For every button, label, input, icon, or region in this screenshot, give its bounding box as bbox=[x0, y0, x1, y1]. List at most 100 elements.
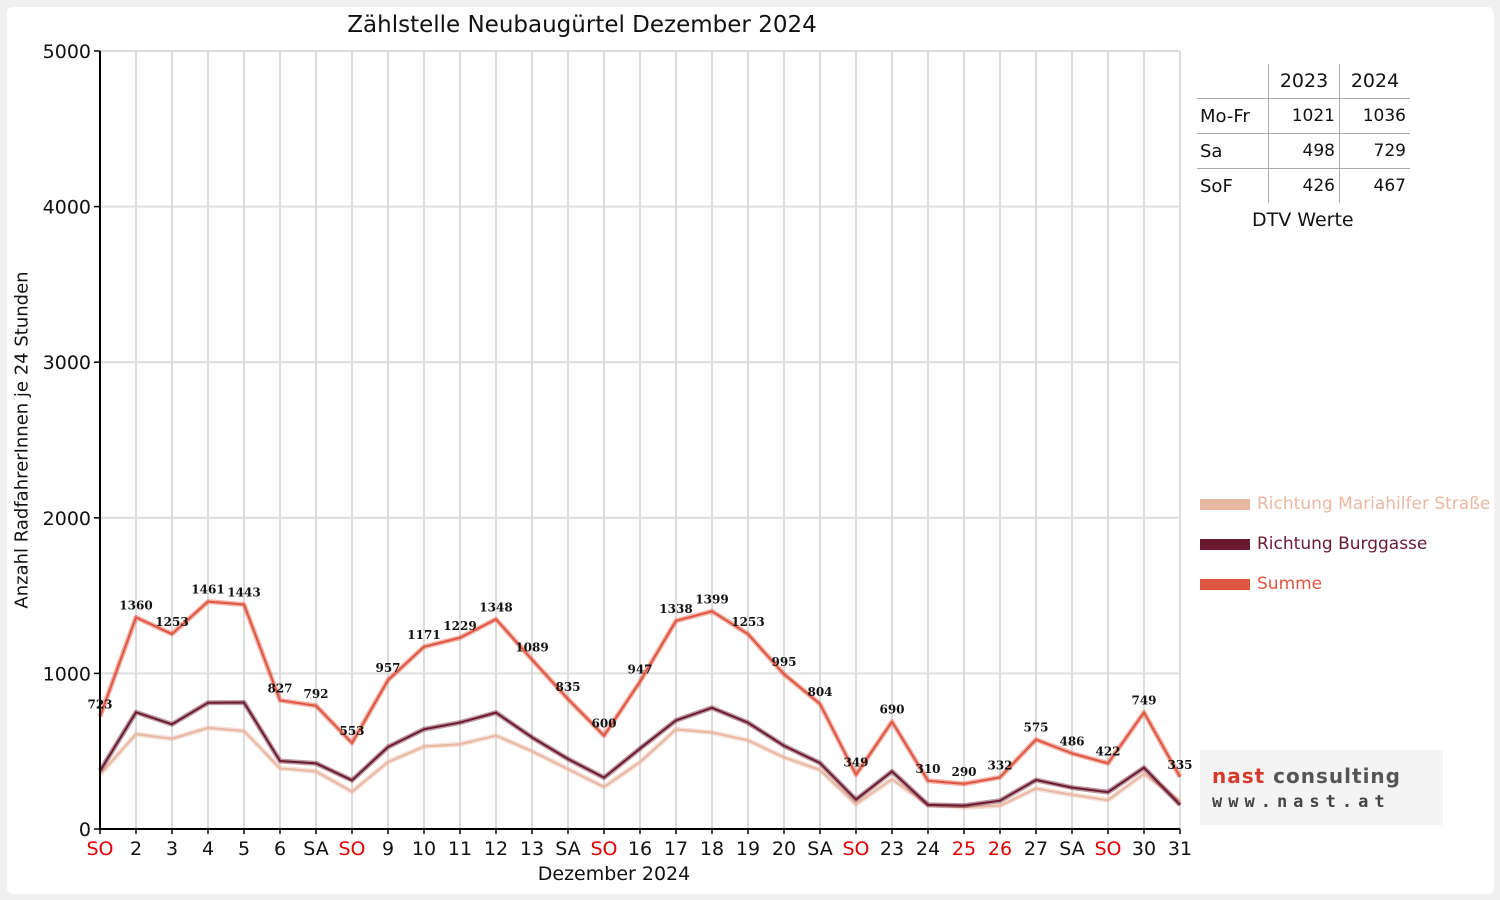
dtv-value-2024: 729 bbox=[1339, 133, 1410, 169]
legend-item-mariahilfer: Richtung Mariahilfer Straße bbox=[1200, 494, 1490, 514]
legend-swatch bbox=[1200, 538, 1250, 550]
grid bbox=[100, 50, 1181, 829]
logo-brand2: consulting bbox=[1273, 764, 1401, 788]
legend-label: Richtung Mariahilfer Straße bbox=[1257, 494, 1491, 514]
x-tick-label: SO bbox=[86, 838, 113, 860]
data-label: 553 bbox=[339, 724, 364, 738]
data-label: 690 bbox=[879, 703, 904, 717]
series-line bbox=[99, 701, 1181, 807]
x-tick-label: 19 bbox=[736, 838, 760, 860]
x-tick-label: 5 bbox=[238, 838, 250, 860]
data-label: 792 bbox=[303, 687, 328, 701]
x-tick-label: 26 bbox=[988, 838, 1012, 860]
data-label: 749 bbox=[1131, 693, 1156, 707]
x-tick-label: 25 bbox=[952, 838, 976, 860]
data-label: 947 bbox=[627, 663, 652, 677]
y-tick-label: 1000 bbox=[43, 663, 91, 685]
data-label: 422 bbox=[1095, 744, 1120, 758]
dtv-row-label: Mo-Fr bbox=[1197, 98, 1269, 134]
data-label: 486 bbox=[1059, 734, 1084, 748]
dtv-value-2024: 1036 bbox=[1339, 98, 1410, 134]
x-tick-label: SO bbox=[338, 838, 365, 860]
dtv-value-2023: 1021 bbox=[1268, 98, 1340, 134]
data-label: 1360 bbox=[119, 598, 152, 612]
x-tick-label: 23 bbox=[880, 838, 904, 860]
data-label: 1443 bbox=[227, 585, 260, 599]
data-label: 957 bbox=[375, 661, 400, 675]
x-tick-label: SA bbox=[807, 838, 832, 860]
data-label: 600 bbox=[591, 717, 616, 731]
x-tick-label: SA bbox=[1059, 838, 1084, 860]
legend-label: Richtung Burggasse bbox=[1257, 534, 1428, 554]
x-tick-label: 24 bbox=[916, 838, 940, 860]
data-label: 1461 bbox=[191, 583, 224, 597]
dtv-header-row: 2023 2024 bbox=[1197, 64, 1410, 99]
series-lines bbox=[97, 599, 1183, 810]
dtv-row-label: Sa bbox=[1197, 133, 1269, 169]
x-tick-label: 20 bbox=[772, 838, 796, 860]
data-label: 827 bbox=[267, 681, 292, 695]
data-label: 290 bbox=[951, 765, 976, 779]
data-label: 335 bbox=[1167, 758, 1192, 772]
dtv-caption: DTV Werte bbox=[1252, 209, 1354, 231]
data-label: 332 bbox=[987, 758, 1012, 772]
logo-url: www.nast.at bbox=[1212, 792, 1391, 812]
dtv-header-2023: 2023 bbox=[1268, 64, 1340, 99]
data-label: 575 bbox=[1023, 721, 1048, 735]
x-tick-label: SA bbox=[555, 838, 580, 860]
data-label: 1338 bbox=[659, 602, 692, 616]
x-axis-label: Dezember 2024 bbox=[537, 863, 691, 885]
x-tick-label: 27 bbox=[1024, 838, 1048, 860]
dtv-header-2024: 2024 bbox=[1339, 64, 1410, 99]
legend-swatch bbox=[1200, 578, 1250, 590]
x-tick-label: 4 bbox=[202, 838, 214, 860]
x-tick-label: 12 bbox=[484, 838, 508, 860]
data-label: 1399 bbox=[695, 592, 728, 606]
x-tick-label: SO bbox=[590, 838, 617, 860]
data-label: 1253 bbox=[155, 615, 188, 629]
data-label: 995 bbox=[771, 655, 796, 669]
x-tick-label: SO bbox=[1094, 838, 1121, 860]
logo-brand: nast bbox=[1212, 764, 1266, 788]
x-tick-label: 3 bbox=[166, 838, 178, 860]
dtv-value-2023: 498 bbox=[1268, 133, 1340, 169]
legend-item-summe: Summe bbox=[1200, 574, 1322, 594]
x-tick-label: 11 bbox=[448, 838, 472, 860]
x-tick-label: 13 bbox=[520, 838, 544, 860]
data-label: 310 bbox=[915, 762, 940, 776]
dtv-row-sa: Sa 498 729 bbox=[1197, 133, 1410, 169]
x-tick-label: 10 bbox=[412, 838, 436, 860]
y-tick-label: 0 bbox=[79, 819, 91, 841]
x-tick-label: 17 bbox=[664, 838, 688, 860]
x-tick-label: 31 bbox=[1168, 838, 1192, 860]
data-label: 835 bbox=[555, 680, 580, 694]
dtv-table: 2023 2024 Mo-Fr 1021 1036 Sa 498 729 SoF… bbox=[1197, 64, 1410, 203]
x-tick-label: 9 bbox=[382, 838, 394, 860]
data-label: 1348 bbox=[479, 600, 512, 614]
data-label: 1089 bbox=[515, 641, 548, 655]
data-label: 1253 bbox=[731, 615, 764, 629]
data-label: 349 bbox=[843, 756, 868, 770]
x-tick-label: 30 bbox=[1132, 838, 1156, 860]
legend-swatch bbox=[1200, 498, 1250, 510]
series-line bbox=[99, 600, 1181, 785]
x-tick-label: 6 bbox=[274, 838, 286, 860]
y-tick-label: 4000 bbox=[43, 197, 91, 219]
x-tick-label: 16 bbox=[628, 838, 652, 860]
dtv-row-label: SoF bbox=[1197, 168, 1269, 203]
x-tick-label: SA bbox=[303, 838, 328, 860]
dtv-corner-cell bbox=[1197, 64, 1269, 99]
x-tick-label: 2 bbox=[130, 838, 142, 860]
logo-wordmark: nast consulting bbox=[1212, 764, 1401, 788]
data-label: 1229 bbox=[443, 619, 476, 633]
y-axis-label: Anzahl RadfahrerInnen je 24 Stunden bbox=[11, 271, 33, 609]
data-label: 723 bbox=[87, 698, 112, 712]
dtv-value-2023: 426 bbox=[1268, 168, 1340, 203]
chart-title: Zählstelle Neubaugürtel Dezember 2024 bbox=[347, 12, 817, 38]
x-tick-label: SO bbox=[842, 838, 869, 860]
dtv-row-mofr: Mo-Fr 1021 1036 bbox=[1197, 98, 1410, 134]
dtv-row-sof: SoF 426 467 bbox=[1197, 168, 1410, 203]
